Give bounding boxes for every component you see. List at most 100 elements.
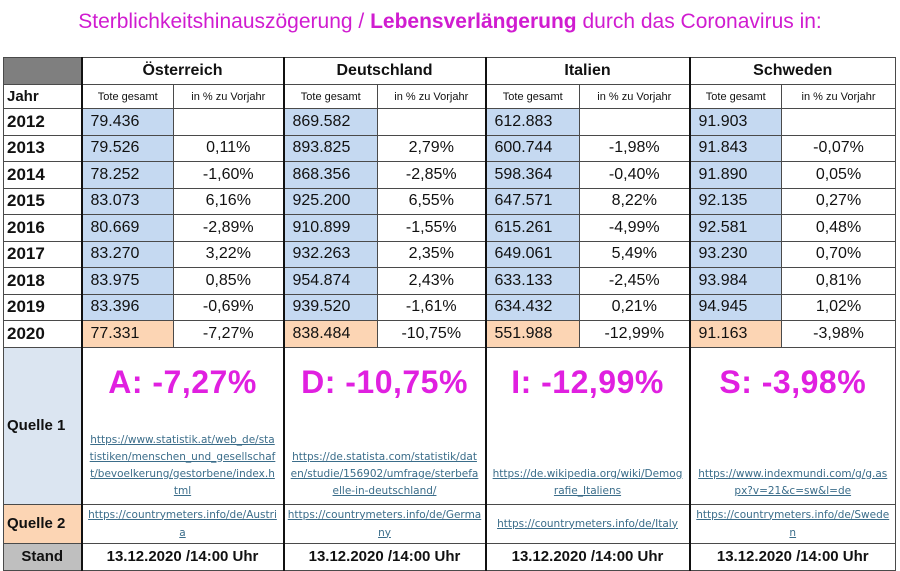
tote-italy-cell: 634.432 [484,293,580,321]
pct-italy-cell: -2,45% [579,267,690,295]
table-row: 2014 78.252 -1,60% 868.356 -2,85% 598.364 -0,4… [3,161,896,189]
year-cell: 2019 [3,293,82,321]
tote-austria-cell: 80.669 [80,214,174,242]
pct-germany-cell [377,108,486,136]
tote-germany-cell: 910.899 [282,214,378,242]
quelle2-sweden: https://countrymeters.info/de/Sweden [688,503,896,544]
pct-sweden-cell: 1,02% [781,293,896,321]
year-cell: 2014 [3,161,82,189]
countrymeters-link-austria[interactable]: https://countrymeters.info/de/Austria [88,508,277,539]
pct-sweden-cell: 0,27% [781,187,896,215]
pct-austria-cell: -2,89% [173,214,284,242]
quelle1-sweden: S: -3,98% https://www.indexmundi.com/g/g.… [688,346,896,505]
table-row: 2012 79.436 869.582 612.883 91.903 [3,108,896,136]
pct-sweden-cell: 0,70% [781,240,896,268]
source-link-sweden[interactable]: https://www.indexmundi.com/g/g.aspx?v=21… [698,467,888,497]
pct-austria-cell: -1,60% [173,161,284,189]
pct-germany-cell: 2,43% [377,267,486,295]
pct-sweden-cell: 0,81% [781,267,896,295]
tote-sweden-cell: 94.945 [688,293,782,321]
year-cell: 2020 [3,320,82,348]
pct-sweden-cell [781,108,896,136]
countrymeters-link-sweden[interactable]: https://countrymeters.info/de/Sweden [696,508,890,539]
tote-austria-cell: 83.396 [80,293,174,321]
source-link-italy[interactable]: https://de.wikipedia.org/wiki/Demografie… [492,467,683,497]
tote-italy-cell: 649.061 [484,240,580,268]
pct-sweden-cell: 0,48% [781,214,896,242]
countrymeters-link-germany[interactable]: https://countrymeters.info/de/Germany [287,508,482,539]
pct-germany-cell: -1,55% [377,214,486,242]
pct-italy-cell: -4,99% [579,214,690,242]
pct-italy-cell: 5,49% [579,240,690,268]
summary-sweden: S: -3,98% [719,363,867,400]
tote-germany-cell: 868.356 [282,161,378,189]
pct-header: in % zu Vorjahr [377,84,486,109]
table-row: 2019 83.396 -0,69% 939.520 -1,61% 634.432 0,21… [3,293,896,321]
tote-austria-cell: 79.436 [80,108,174,136]
title-part-2-bold: Lebensverlängerung [370,10,577,33]
tote-austria-cell: 83.270 [80,240,174,268]
tote-austria-cell: 83.975 [80,267,174,295]
tote-sweden-cell: 93.230 [688,240,782,268]
tote-germany-cell: 939.520 [282,293,378,321]
quelle1-austria: A: -7,27% https://www.statistik.at/web_de… [80,346,284,505]
tote-header: Tote gesamt [282,84,378,109]
tote-header: Tote gesamt [80,84,174,109]
quelle2-italy: https://countrymeters.info/de/Italy [484,503,690,544]
table-row: 2016 80.669 -2,89% 910.899 -1,55% 615.261 -4,9… [3,214,896,242]
pct-austria-cell: -7,27% [173,320,284,348]
pct-germany-cell: -10,75% [377,320,486,348]
tote-germany-cell: 838.484 [282,320,378,348]
pct-germany-cell: 2,79% [377,134,486,162]
tote-germany-cell: 869.582 [282,108,378,136]
summary-austria: A: -7,27% [108,363,257,400]
page-title: Sterblichkeitshinauszögerung / Lebensver… [0,10,900,34]
tote-sweden-cell: 93.984 [688,267,782,295]
pct-italy-cell: 0,21% [579,293,690,321]
tote-italy-cell: 612.883 [484,108,580,136]
quelle1-germany: D: -10,75% https://de.statista.com/statis… [282,346,486,505]
tote-italy-cell: 551.988 [484,320,580,348]
pct-header: in % zu Vorjahr [173,84,284,109]
tote-italy-cell: 633.133 [484,267,580,295]
tote-italy-cell: 598.364 [484,161,580,189]
pct-austria-cell: 0,11% [173,134,284,162]
tote-germany-cell: 893.825 [282,134,378,162]
tote-austria-cell: 83.073 [80,187,174,215]
quelle1-label: Quelle 1 [3,346,82,505]
tote-sweden-cell: 92.581 [688,214,782,242]
tote-sweden-cell: 91.163 [688,320,782,348]
pct-italy-cell: -0,40% [579,161,690,189]
table-row: 2017 83.270 3,22% 932.263 2,35% 649.061 5,49% 9… [3,240,896,268]
pct-italy-cell: -12,99% [579,320,690,348]
mortality-table: Österreich Deutschland Italien Schweden … [3,57,896,571]
tote-sweden-cell: 91.903 [688,108,782,136]
title-part-3: durch das Coronavirus in: [576,10,822,33]
quelle1-italy: I: -12,99% https://de.wikipedia.org/wiki/… [484,346,690,505]
source-link-austria[interactable]: https://www.statistik.at/web_de/statisti… [89,433,276,497]
country-sweden: Schweden [688,57,896,85]
jahr-header: Jahr [3,84,82,109]
country-austria: Österreich [80,57,284,85]
year-cell: 2016 [3,214,82,242]
pct-sweden-cell: 0,05% [781,161,896,189]
tote-austria-cell: 78.252 [80,161,174,189]
tote-germany-cell: 954.874 [282,267,378,295]
pct-sweden-cell: -3,98% [781,320,896,348]
pct-austria-cell [173,108,284,136]
table-row: 2020 77.331 -7,27% 838.484 -10,75% 551.988 -12… [3,320,896,348]
tote-sweden-cell: 92.135 [688,187,782,215]
tote-austria-cell: 77.331 [80,320,174,348]
countrymeters-link-italy[interactable]: https://countrymeters.info/de/Italy [497,517,678,530]
pct-germany-cell: 6,55% [377,187,486,215]
source-link-germany[interactable]: https://de.statista.com/statistik/daten/… [290,450,479,497]
pct-austria-cell: 6,16% [173,187,284,215]
pct-germany-cell: -2,85% [377,161,486,189]
pct-austria-cell: 0,85% [173,267,284,295]
country-germany: Deutschland [282,57,486,85]
year-cell: 2018 [3,267,82,295]
tote-header: Tote gesamt [484,84,580,109]
pct-header: in % zu Vorjahr [781,84,896,109]
tote-germany-cell: 932.263 [282,240,378,268]
year-cell: 2015 [3,187,82,215]
